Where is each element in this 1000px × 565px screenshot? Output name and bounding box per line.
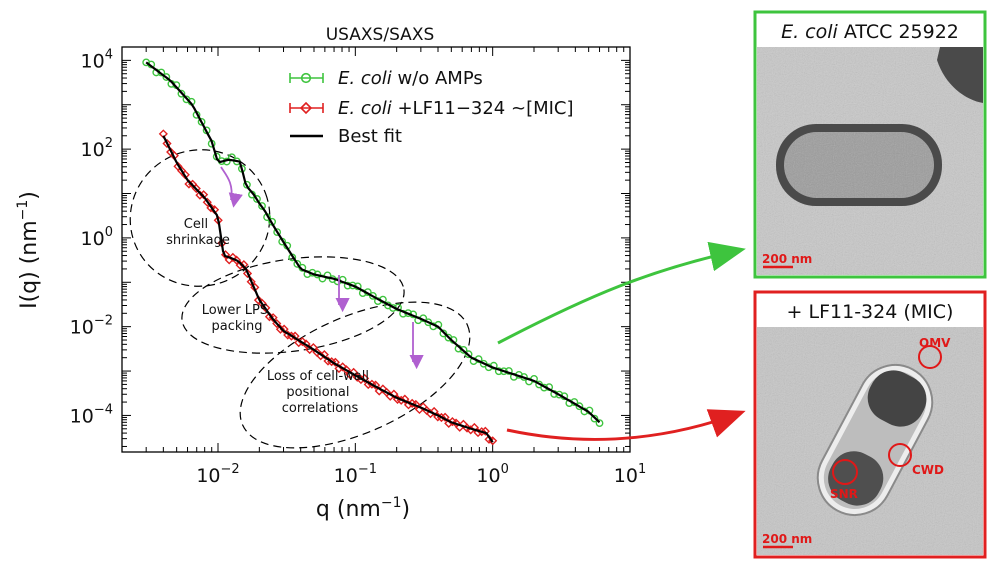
series-1 bbox=[158, 129, 498, 446]
tem-panel-treated: + LF11-324 (MIC) OMV CWD SNR 200 nm bbox=[753, 290, 987, 559]
y-tick-label: 100 bbox=[81, 225, 113, 250]
data-point bbox=[162, 73, 171, 81]
annotation-cell-wall: Loss of cell-wall positional correlation… bbox=[267, 369, 373, 416]
best-fit-line bbox=[145, 61, 601, 424]
purple-arrow-1 bbox=[220, 166, 243, 208]
data-point bbox=[202, 197, 212, 207]
y-tick-label: 104 bbox=[81, 47, 113, 72]
data-point bbox=[595, 419, 604, 428]
annotation-lower-lps: Lower LPS packing bbox=[202, 303, 273, 334]
chart-title: USAXS/SAXS bbox=[326, 25, 435, 45]
bacterium-edge-icon bbox=[937, 47, 983, 103]
data-point bbox=[253, 195, 261, 203]
label-cwd: CWD bbox=[912, 463, 944, 477]
x-tick-label: 10−2 bbox=[196, 462, 239, 487]
data-point bbox=[440, 412, 450, 422]
y-tick-labels: 10−4 10−2 100 102 104 bbox=[70, 47, 113, 427]
data-point bbox=[439, 329, 448, 338]
data-point bbox=[575, 402, 584, 411]
cwd-circle bbox=[888, 443, 912, 467]
purple-arrows bbox=[220, 166, 424, 370]
tem-panel-control-title: E. coli ATCC 25922 bbox=[781, 21, 959, 43]
data-point bbox=[319, 350, 329, 360]
scale-bar-treated: 200 nm bbox=[762, 532, 812, 549]
omv-circle bbox=[918, 345, 942, 369]
annotation-cell-shrinkage: Cell shrinkage bbox=[166, 217, 230, 248]
svg-text:200 nm: 200 nm bbox=[762, 532, 812, 546]
y-tick-label: 10−2 bbox=[70, 314, 113, 339]
legend-item-green: E. coli w/o AMPs bbox=[289, 68, 483, 89]
data-point bbox=[370, 380, 381, 390]
series-0 bbox=[142, 58, 604, 428]
data-point bbox=[464, 350, 473, 359]
tem-panel-treated-title: + LF11-324 (MIC) bbox=[787, 301, 954, 323]
data-point bbox=[323, 271, 332, 280]
y-tick-label: 10−4 bbox=[70, 402, 113, 427]
data-point bbox=[242, 268, 253, 279]
label-snr: SNR bbox=[830, 487, 858, 501]
data-point bbox=[197, 117, 206, 126]
data-point bbox=[459, 346, 468, 354]
data-point bbox=[411, 399, 421, 410]
data-point bbox=[177, 89, 186, 98]
data-point bbox=[429, 406, 439, 417]
data-point bbox=[400, 394, 410, 404]
data-point bbox=[480, 426, 490, 436]
data-point bbox=[389, 389, 399, 399]
bacterium-intact-icon bbox=[776, 124, 942, 206]
svg-text:E. coli +LF11−324 ~[MIC]: E. coli +LF11−324 ~[MIC] bbox=[338, 98, 574, 119]
data-point bbox=[273, 228, 282, 237]
region-lower-lps-packing bbox=[181, 256, 405, 354]
region-cell-wall-correlations bbox=[239, 301, 471, 449]
svg-text:Best fit: Best fit bbox=[338, 126, 402, 147]
data-point bbox=[469, 422, 479, 433]
axis-ticks bbox=[121, 46, 631, 452]
svg-text:E. coli w/o AMPs: E. coli w/o AMPs bbox=[338, 68, 483, 89]
svg-text:200 nm: 200 nm bbox=[762, 252, 812, 266]
data-point bbox=[293, 260, 302, 268]
data-point bbox=[349, 367, 359, 377]
data-point bbox=[316, 351, 326, 361]
data-point bbox=[162, 138, 172, 149]
arrow-to-tem-treated bbox=[506, 409, 746, 441]
data-point bbox=[308, 342, 318, 353]
x-tick-label: 10−1 bbox=[334, 462, 377, 487]
region-cell-shrinkage bbox=[129, 149, 271, 287]
y-axis-title: I(q) (nm−1) bbox=[15, 191, 42, 309]
data-point bbox=[555, 390, 564, 399]
data-point bbox=[275, 324, 286, 334]
x-tick-labels: 10−2 10−1 100 101 bbox=[196, 462, 646, 487]
data-point bbox=[424, 318, 433, 327]
data-point bbox=[330, 357, 340, 367]
y-tick-label: 102 bbox=[81, 136, 113, 161]
data-point bbox=[368, 291, 377, 300]
annotation-regions bbox=[129, 149, 471, 449]
tem-panel-control: E. coli ATCC 25922 200 nm bbox=[753, 10, 987, 279]
label-omv: OMV bbox=[919, 336, 951, 350]
best-fit-line bbox=[162, 135, 494, 443]
x-axis-title: q (nm−1) bbox=[316, 495, 410, 522]
legend: E. coli w/o AMPs E. coli +LF11−324 ~[MIC… bbox=[289, 68, 574, 147]
data-point bbox=[258, 202, 266, 210]
x-tick-label: 101 bbox=[614, 462, 646, 487]
snr-circle bbox=[832, 459, 858, 485]
tem-labels bbox=[832, 345, 942, 485]
data-layer bbox=[142, 58, 604, 446]
data-point bbox=[590, 414, 599, 423]
data-point bbox=[246, 277, 256, 287]
data-point bbox=[290, 331, 300, 341]
x-tick-label: 100 bbox=[476, 462, 508, 487]
legend-item-fit: Best fit bbox=[290, 126, 402, 147]
arrow-to-tem-control bbox=[497, 241, 746, 345]
data-point bbox=[360, 373, 370, 383]
plot-frame bbox=[121, 46, 631, 453]
scale-bar-control: 200 nm bbox=[762, 252, 812, 269]
legend-item-red: E. coli +LF11−324 ~[MIC] bbox=[289, 98, 574, 119]
